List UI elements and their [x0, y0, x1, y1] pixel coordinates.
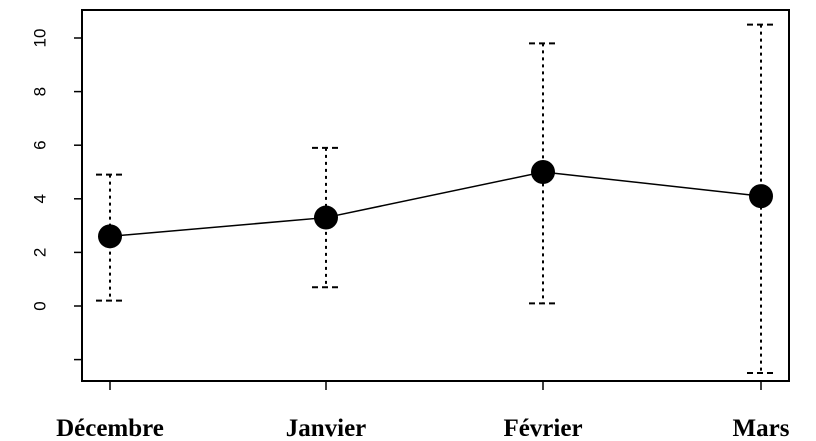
y-tick-label: 2	[31, 248, 50, 257]
y-tick-label: 10	[31, 29, 50, 48]
x-axis: Décembre Janvier Février Mars	[56, 381, 790, 441]
data-point	[749, 184, 773, 209]
x-tick-label: Décembre	[56, 415, 164, 441]
y-tick-label: 8	[31, 87, 50, 96]
y-tick-label: 6	[31, 140, 50, 149]
x-tick-label: Janvier	[286, 415, 367, 441]
series-line	[109, 171, 762, 238]
x-tick-label: Mars	[733, 415, 790, 441]
data-point	[314, 205, 338, 230]
x-tick-label: Février	[503, 415, 582, 441]
error-bars	[96, 23, 775, 374]
data-point	[98, 224, 122, 249]
y-tick-label: 4	[31, 194, 50, 203]
plot-frame	[81, 9, 790, 382]
data-markers	[98, 160, 773, 249]
y-axis: 0 2 4 6 8 10	[31, 29, 82, 361]
y-tick-label: 0	[31, 301, 50, 310]
data-point	[531, 160, 555, 184]
